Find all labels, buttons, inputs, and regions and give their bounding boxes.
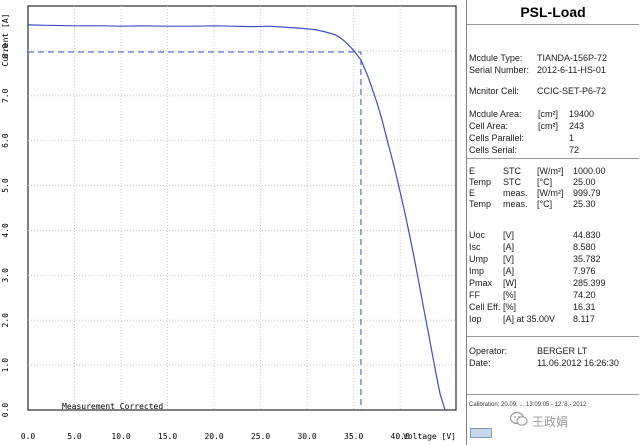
result-value: 7.976: [573, 266, 596, 276]
calibration-text: Calibration: 20.09. ... 13:09:05 - 12.'8…: [469, 402, 587, 408]
divider: [467, 24, 639, 25]
result-unit: [W]: [503, 278, 517, 288]
divider: [467, 336, 639, 337]
operator-value: BERGER LT: [537, 346, 588, 356]
cell-area-label: Cell Area:: [469, 121, 509, 131]
condition-type: STC: [503, 177, 521, 187]
result-value: 8.580: [573, 242, 596, 252]
watermark-text: 王政娟: [532, 415, 569, 429]
y-tick-label: 5.0: [1, 178, 10, 193]
y-tick-label: 0.0: [1, 403, 10, 418]
y-tick-label: 4.0: [1, 223, 10, 238]
module-type-label: Mcdule Type:: [469, 53, 523, 63]
y-tick-label: 3.0: [1, 268, 10, 283]
x-tick-label: 30.0: [297, 432, 316, 441]
cell-area-value: 243: [569, 121, 585, 131]
result-value: 44.830: [573, 230, 601, 240]
condition-type: meas.: [503, 199, 528, 209]
y-tick-label: 6.0: [1, 133, 10, 148]
scrollbar-thumb[interactable]: [470, 428, 492, 438]
x-tick-label: 40.0: [391, 432, 410, 441]
result-label: Uoc: [469, 230, 486, 240]
condition-label: E: [469, 188, 476, 198]
result-label: Isc: [469, 242, 481, 252]
y-tick-label: 2.0: [1, 313, 10, 328]
cells-parallel-value: 1: [569, 133, 575, 143]
result-unit: [%]: [503, 290, 517, 300]
result-label: FF: [469, 290, 480, 300]
measurement-annotation: Measurement Corrected: [62, 402, 163, 411]
iv-curve-series: [27, 24, 446, 411]
y-tick-label: 7.0: [1, 88, 10, 103]
module-area-unit: [cm²]: [538, 109, 558, 119]
x-tick-label: 5.0: [67, 432, 82, 441]
x-tick-label: 10.0: [111, 432, 130, 441]
date-label: Date:: [469, 358, 491, 368]
condition-label: E: [469, 166, 476, 176]
module-area-value: 19400: [569, 109, 595, 119]
divider: [467, 394, 639, 395]
result-value: 285.399: [573, 278, 606, 288]
iv-curve-plot: 0.0 5.0 10.0 15.0 20.0 25.0 30.0 35.0 40.0 0.0 1.0…: [1, 5, 457, 441]
serial-number-label: Serial Number:: [469, 65, 530, 75]
serial-number-value: 2012-6-11-HS-01: [537, 65, 606, 75]
y-tick-label: 8.0: [1, 43, 10, 58]
condition-unit: [W/m²]: [537, 166, 564, 176]
result-label: Iop: [469, 314, 482, 324]
x-tick-label: 20.0: [204, 432, 223, 441]
result-value: 74.20: [573, 290, 596, 300]
condition-unit: [°C]: [537, 199, 553, 209]
x-tick-label: 0.0: [21, 432, 36, 441]
result-unit: [A] at 35.00V: [503, 314, 556, 324]
x-tick-label: 35.0: [344, 432, 363, 441]
y-tick-label: 1.0: [1, 358, 10, 373]
cells-serial-value: 72: [569, 145, 580, 155]
condition-unit: [W/m²]: [537, 188, 564, 198]
result-label: Pmax: [469, 278, 493, 288]
module-area-label: Mcdule Area:: [469, 109, 522, 119]
condition-label: Temp: [469, 199, 492, 209]
wechat-icon: [510, 411, 528, 426]
operator-label: Operator:: [469, 346, 508, 356]
result-value: 35.782: [573, 254, 601, 264]
condition-type: meas.: [503, 188, 528, 198]
panel-title: PSL-Load: [520, 4, 586, 20]
result-value: 8.117: [573, 314, 595, 324]
x-axis-label: Voltage [V]: [403, 432, 456, 441]
result-unit: [A]: [503, 266, 515, 276]
x-tick-label: 25.0: [251, 432, 270, 441]
monitor-cell-value: CCIC-SET-P6-72: [537, 86, 607, 96]
cell-area-unit: [cm²]: [538, 121, 558, 131]
result-unit: [V]: [503, 230, 515, 240]
condition-value: 25.00: [573, 177, 596, 187]
cells-parallel-label: Cells Parallel:: [469, 133, 525, 143]
divider: [467, 158, 639, 159]
date-value: 11.06.2012 16:26:30: [537, 358, 619, 368]
module-type-value: TIANDA-156P-72: [537, 53, 608, 63]
result-label: Cell Eff.: [469, 302, 501, 312]
cells-serial-label: Cells Serial:: [469, 145, 518, 155]
module-info-panel: PSL-Load Mcdule Type: TIANDA-156P-72 Ser…: [466, 0, 640, 445]
condition-value: 1000.00: [573, 166, 606, 176]
condition-value: 25.30: [573, 199, 596, 209]
monitor-cell-label: Mcnitor Cell:: [469, 86, 520, 96]
plot-frame: [27, 5, 457, 411]
result-unit: [%]: [503, 302, 517, 312]
y-axis-label: Current [A]: [1, 14, 10, 67]
condition-value: 999.79: [573, 188, 601, 198]
result-label: Imp: [469, 266, 485, 276]
result-unit: [A]: [503, 242, 515, 252]
result-label: Ump: [469, 254, 489, 264]
result-unit: [V]: [503, 254, 515, 264]
x-tick-label: 15.0: [158, 432, 177, 441]
result-value: 16.31: [573, 302, 596, 312]
condition-label: Temp: [469, 177, 492, 187]
iv-curve-chart: 0.0 5.0 10.0 15.0 20.0 25.0 30.0 35.0 40.0 0.0 1.0…: [1, 5, 457, 441]
condition-type: STC: [503, 166, 521, 176]
mpp-marker-line: [28, 51, 362, 410]
condition-unit: [°C]: [537, 177, 553, 187]
